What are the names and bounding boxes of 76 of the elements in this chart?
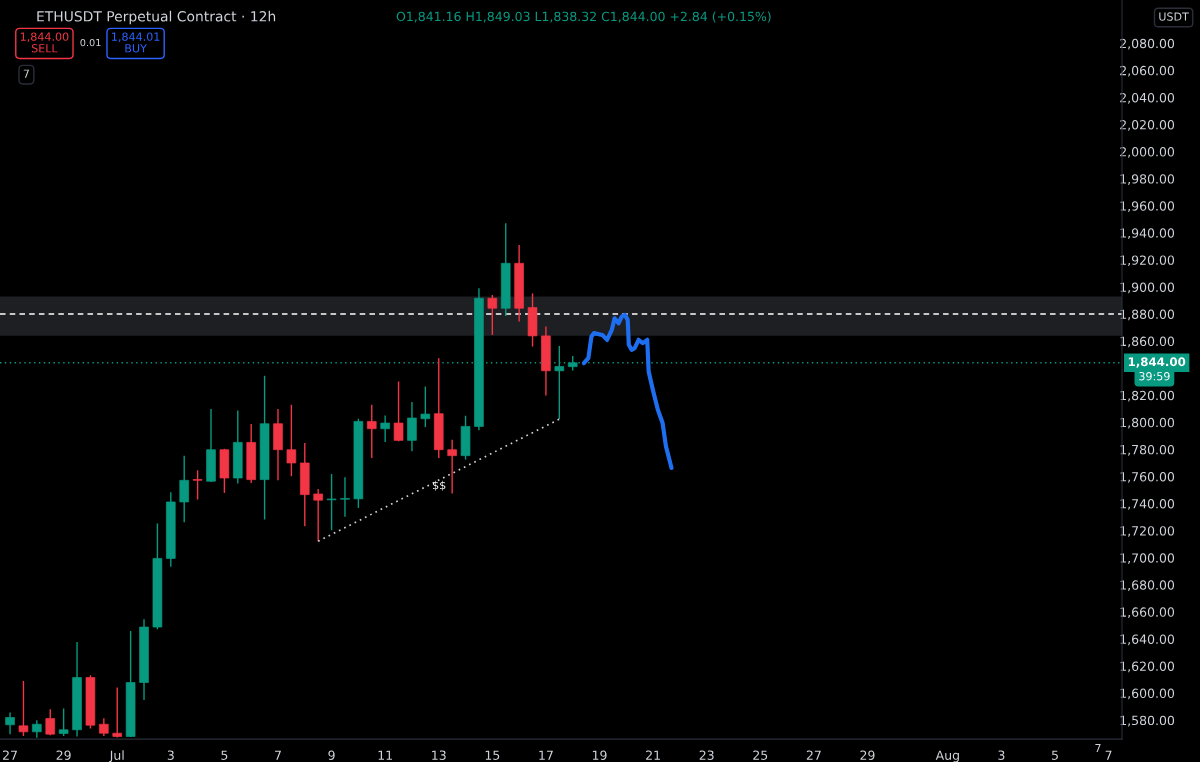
candlestick bbox=[58, 707, 69, 737]
y-tick-label: 1,960.00 bbox=[1120, 201, 1175, 212]
candlestick bbox=[192, 469, 203, 501]
y-tick-label: 2,060.00 bbox=[1120, 65, 1175, 77]
y-tick-label: 1,900.00 bbox=[1120, 282, 1175, 294]
y-tick-label: 1,800.00 bbox=[1120, 417, 1175, 429]
candlestick bbox=[554, 345, 565, 420]
candlestick bbox=[420, 385, 431, 428]
y-tick-label: 2,080.00 bbox=[1120, 38, 1175, 50]
ref-line-label: 1,844.00 bbox=[1128, 357, 1186, 368]
x-tick-label: 3 bbox=[167, 750, 174, 760]
y-tick-label: 1,860.00 bbox=[1120, 336, 1175, 348]
candlestick bbox=[487, 294, 498, 336]
x-tick-label: 7 bbox=[275, 750, 281, 760]
candlestick bbox=[5, 711, 15, 735]
x-tick-label: 11 bbox=[378, 750, 392, 760]
y-tick-label: 1,780.00 bbox=[1120, 444, 1175, 456]
y-tick-label: 1,820.00 bbox=[1120, 390, 1175, 402]
candlestick bbox=[313, 488, 323, 542]
candlestick bbox=[286, 404, 297, 477]
text: 7 bbox=[1095, 744, 1101, 753]
y-tick-label: 1,620.00 bbox=[1120, 661, 1175, 673]
x-tick-label: 15 bbox=[485, 750, 500, 760]
x-tick-label: 21 bbox=[646, 750, 660, 760]
y-tick-label: 1,600.00 bbox=[1120, 688, 1175, 700]
x-tick-label: 17 bbox=[539, 750, 553, 760]
x-tick-label: 3 bbox=[998, 750, 1005, 760]
text: USDT bbox=[1159, 12, 1189, 21]
candlestick bbox=[340, 476, 350, 518]
candlestick bbox=[367, 404, 377, 459]
y-tick-label: 2,020.00 bbox=[1120, 120, 1175, 131]
annotation: 1,844.01 BUY bbox=[112, 32, 160, 53]
y-tick-label: 1,760.00 bbox=[1120, 471, 1175, 483]
y-tick-label: 2,000.00 bbox=[1120, 147, 1175, 158]
candlestick bbox=[18, 680, 29, 737]
x-tick-label: 27 bbox=[806, 750, 821, 760]
x-tick-label: 19 bbox=[592, 750, 607, 760]
y-tick-label: 1,740.00 bbox=[1120, 499, 1175, 510]
y-tick-label: 1,660.00 bbox=[1120, 607, 1175, 619]
x-tick-label: 23 bbox=[699, 750, 714, 760]
y-tick-label: 2,040.00 bbox=[1120, 92, 1175, 104]
y-tick-label: 1,940.00 bbox=[1120, 228, 1175, 240]
annotation: 7 bbox=[23, 69, 29, 78]
candlestick bbox=[112, 686, 122, 739]
y-tick-label: 1,680.00 bbox=[1120, 580, 1175, 592]
candlestick bbox=[380, 414, 390, 443]
candlestick bbox=[447, 438, 457, 495]
y-tick-label: 1,640.00 bbox=[1120, 634, 1175, 646]
x-tick-label: 5 bbox=[1052, 750, 1058, 760]
x-tick-label: Aug bbox=[935, 750, 959, 762]
annotation: 1,844.00 SELL bbox=[20, 32, 69, 53]
y-tick-label: 1,580.00 bbox=[1120, 715, 1175, 727]
y-tick-label: 1,700.00 bbox=[1120, 553, 1175, 564]
text: O1,841.16 H1,849.03 L1,838.32 C1,844.00 +2.84 (+0.15%) bbox=[396, 11, 771, 23]
y-tick-label: 1,980.00 bbox=[1120, 174, 1175, 185]
x-tick-label: 29 bbox=[56, 750, 71, 760]
x-tick-label: 7 bbox=[1105, 750, 1112, 760]
x-tick-label: 9 bbox=[328, 750, 335, 760]
x-tick-label: 27 bbox=[3, 750, 17, 760]
x-tick-label: Jul bbox=[109, 750, 124, 762]
candlestick bbox=[407, 401, 417, 453]
annotation: $$ bbox=[433, 480, 446, 491]
candlestick bbox=[45, 708, 56, 736]
candlestick bbox=[179, 454, 189, 523]
y-tick-label: 1,880.00 bbox=[1120, 309, 1175, 321]
y-tick-label: 1,920.00 bbox=[1120, 255, 1175, 267]
x-tick-label: 25 bbox=[753, 750, 768, 760]
x-tick-label: 29 bbox=[860, 750, 875, 760]
text: ETHUSDT Perpetual Contract · 12h bbox=[37, 10, 276, 25]
x-tick-label: 13 bbox=[432, 750, 446, 760]
annotation: 0.01 bbox=[80, 38, 101, 47]
candlestick bbox=[393, 380, 404, 443]
y-tick-label: 1,720.00 bbox=[1120, 526, 1175, 537]
x-tick-label: 5 bbox=[221, 750, 228, 760]
candlestick bbox=[326, 473, 337, 531]
text: 39:59 bbox=[1139, 372, 1170, 381]
